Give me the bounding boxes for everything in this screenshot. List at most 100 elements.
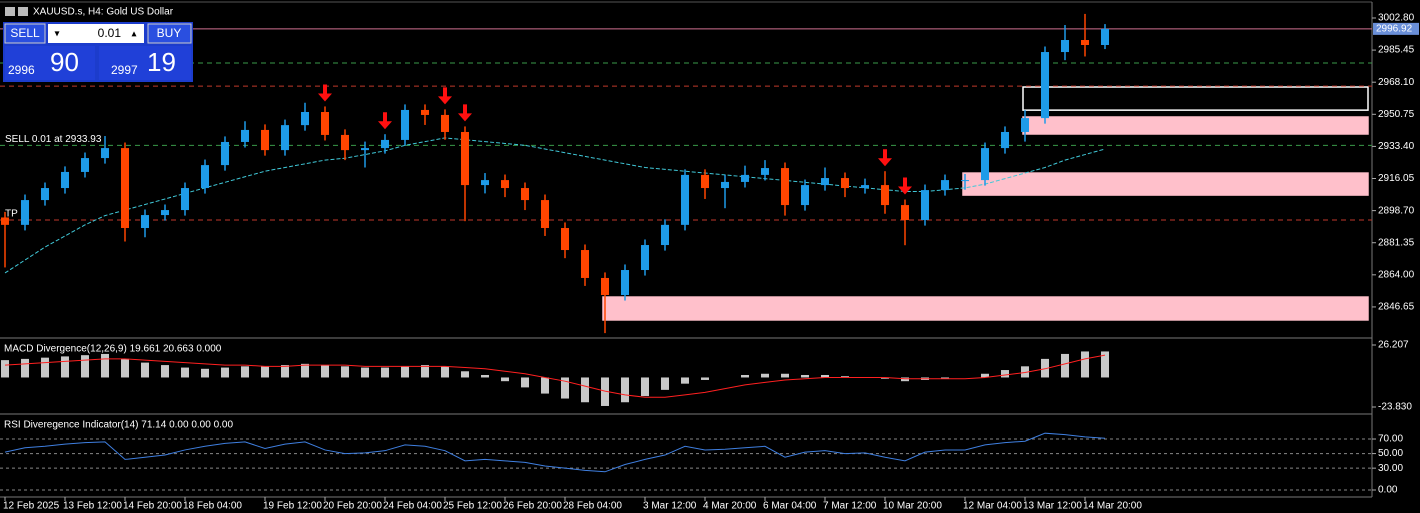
candle-body — [921, 190, 929, 221]
ask-small: 19 — [147, 47, 176, 77]
y-tick-label: 26.207 — [1378, 340, 1409, 351]
histogram-bar — [281, 365, 289, 378]
candle-body — [641, 245, 649, 271]
candle-body — [401, 109, 409, 140]
bid-small: 90 — [50, 47, 79, 77]
candle-body — [381, 139, 389, 149]
candle-body — [1021, 118, 1029, 132]
histogram-bar — [201, 368, 209, 378]
histogram-bar — [1101, 351, 1109, 378]
candle-body — [901, 205, 909, 221]
histogram-bar — [141, 362, 149, 378]
histogram-bar — [801, 374, 809, 378]
candle-body — [1, 217, 9, 225]
y-tick-label: 70.00 — [1378, 434, 1403, 445]
signal-arrow — [378, 112, 392, 130]
icon — [18, 7, 28, 16]
candle-body — [1041, 52, 1049, 119]
sell-button[interactable] — [4, 23, 46, 44]
histogram-bar — [581, 377, 589, 403]
bid-box[interactable] — [5, 46, 95, 80]
x-tick-label: 13 Feb 12:00 — [63, 501, 122, 512]
y-tick-label: 30.00 — [1378, 463, 1403, 474]
candle-body — [201, 165, 209, 189]
candle-body — [221, 141, 229, 166]
x-tick-label: 20 Feb 20:00 — [323, 501, 382, 512]
histogram-bar — [1041, 358, 1049, 378]
histogram-bar — [61, 356, 69, 378]
candle-body — [841, 178, 849, 189]
histogram-bar — [541, 377, 549, 394]
histogram-bar — [81, 355, 89, 378]
candle-body — [801, 185, 809, 206]
zone — [1022, 116, 1369, 135]
order-label: SELL 0.01 at 2933.93 — [5, 134, 102, 145]
indicator-title: RSI Diveregence Indicator(14) 71.14 0.00… — [4, 420, 233, 431]
candle-body — [1101, 28, 1109, 46]
signal-line — [4, 354, 1106, 398]
lot-field[interactable] — [48, 24, 144, 43]
buy-button[interactable] — [147, 23, 192, 44]
x-tick-label: 10 Mar 20:00 — [883, 501, 942, 512]
zone — [602, 296, 1369, 321]
histogram-bar — [701, 377, 709, 380]
x-tick-label: 12 Feb 2025 — [3, 501, 60, 512]
y-tick-label: 2968.10 — [1378, 77, 1415, 88]
histogram-bar — [781, 373, 789, 378]
x-tick-label: 3 Mar 12:00 — [643, 501, 697, 512]
x-tick-label: 12 Mar 04:00 — [963, 501, 1022, 512]
histogram-bar — [41, 357, 49, 378]
histogram-bar — [741, 374, 749, 378]
price-tag — [1373, 22, 1419, 35]
histogram-bar — [461, 371, 469, 378]
signal-arrow — [898, 177, 912, 195]
candle-body — [61, 171, 69, 189]
histogram-bar — [181, 367, 189, 378]
candle-body — [461, 131, 469, 186]
candle-body — [1081, 40, 1089, 46]
histogram-bar — [641, 377, 649, 397]
y-tick-label: 2985.45 — [1378, 45, 1415, 56]
candle-body — [561, 228, 569, 251]
y-tick-label: 0.00 — [1378, 485, 1398, 496]
y-tick-label: 50.00 — [1378, 448, 1403, 459]
y-tick-label: 2898.70 — [1378, 205, 1415, 216]
x-tick-label: 28 Feb 04:00 — [563, 501, 622, 512]
candle-body — [601, 277, 609, 295]
signal-arrow — [438, 87, 452, 105]
histogram-bar — [261, 366, 269, 378]
candle-body — [101, 148, 109, 159]
candle-body — [141, 215, 149, 229]
candle-body — [1001, 131, 1009, 149]
price-tag-label: 2996.92 — [1376, 24, 1413, 35]
histogram-bar — [821, 374, 829, 378]
candle-body — [441, 114, 449, 132]
candle-body — [961, 180, 969, 182]
candle-body — [781, 168, 789, 206]
ask-box[interactable] — [99, 46, 191, 80]
bid-big: 2996 — [8, 63, 35, 77]
candle-body — [501, 180, 509, 189]
histogram-bar — [161, 365, 169, 378]
histogram-bar — [661, 377, 669, 390]
candle-body — [1061, 40, 1069, 53]
candle-body — [241, 129, 249, 142]
lot-down[interactable]: ▾ — [54, 29, 59, 40]
lot-up[interactable]: ▴ — [131, 29, 136, 40]
x-tick-label: 25 Feb 12:00 — [443, 501, 502, 512]
candle-body — [541, 200, 549, 229]
histogram-bar — [341, 366, 349, 378]
candle-body — [861, 185, 869, 189]
signal-arrow — [318, 84, 332, 102]
zone — [1022, 86, 1369, 111]
candle-body — [941, 180, 949, 191]
signal-arrow — [458, 104, 472, 122]
histogram-bar — [981, 373, 989, 378]
histogram-bar — [901, 377, 909, 382]
window-title: XAUUSD.s, H4: Gold US Dollar — [33, 7, 174, 18]
histogram-bar — [1021, 366, 1029, 378]
histogram-bar — [601, 377, 609, 406]
x-tick-label: 18 Feb 04:00 — [183, 501, 242, 512]
y-tick-label: 2846.65 — [1378, 302, 1415, 313]
